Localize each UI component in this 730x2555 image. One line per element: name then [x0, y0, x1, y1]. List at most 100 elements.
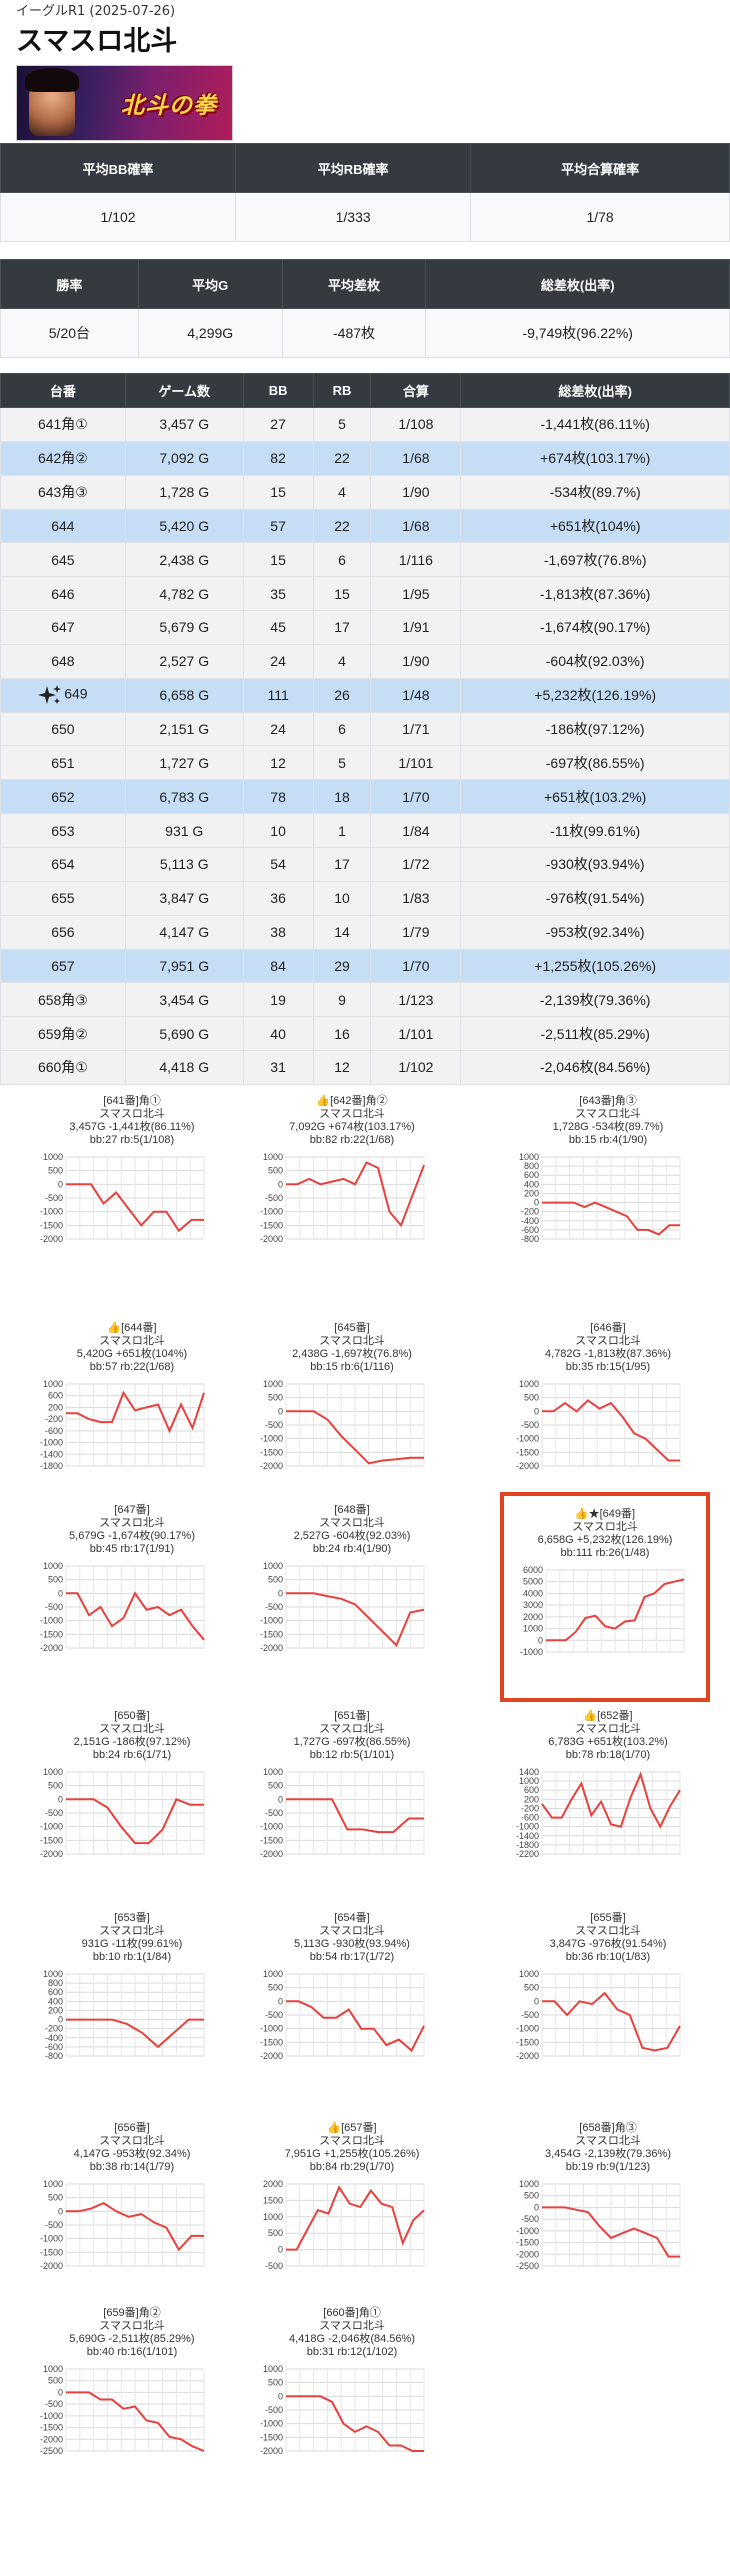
table-row[interactable]: 641角① 3,457 G 27 5 1/108 -1,441枚(86.11%) — [0, 407, 730, 442]
y-tick-label: 600 — [524, 1170, 539, 1180]
diff-cell: -2,046枚(84.56%) — [460, 1050, 730, 1085]
machine-chart-card[interactable]: [643番]角③ スマスロ北斗 1,728G -534枚(89.7%) bb:15 r… — [508, 1093, 708, 1343]
chart-summary: 1,727G -697枚(86.55%) — [293, 1736, 411, 1748]
diff-text: -2,046枚(84.56%) — [539, 1059, 651, 1076]
rb-cell: 4 — [312, 643, 372, 679]
machine-chart-card[interactable]: 👍[642番]角② スマスロ北斗 7,092G +674枚(103.17%) bb:8… — [252, 1093, 452, 1343]
chart-machine-label: [658番]角③ — [579, 2122, 637, 2134]
table-row[interactable]: 649 6,658 G 111 26 1/48 +5,232枚(126.19%) — [0, 677, 730, 713]
table-row[interactable]: 652 6,783 G 78 18 1/70 +651枚(103.2%) — [0, 779, 730, 815]
rb-text: 6 — [338, 551, 346, 568]
diff-line-chart: 1000 500 0 -500 -1000 -1500 -2000 — [260, 1562, 425, 1652]
machine-no-text: 657 — [51, 957, 75, 974]
machine-chart-card[interactable]: [659番]角② スマスロ北斗 5,690G -2,511枚(85.29%) bb:4… — [32, 2305, 232, 2555]
chart-caption: 👍[657番] スマスロ北斗 7,951G +1,255枚(105.26%) bb:8… — [252, 2122, 452, 2174]
y-tick-label: -1000 — [260, 1616, 283, 1626]
table-row[interactable]: 659角② 5,690 G 40 16 1/101 -2,511枚(85.29%) — [0, 1016, 730, 1052]
sparkle-icon — [38, 685, 62, 705]
diff-text: -2,511枚(85.29%) — [540, 1025, 650, 1042]
table-row[interactable]: 657 7,951 G 84 29 1/70 +1,255枚(105.26%) — [0, 948, 730, 984]
diff-cell: -604枚(92.03%) — [460, 643, 730, 679]
chart-summary: 3,454G -2,139枚(79.36%) — [545, 2148, 671, 2160]
table-row[interactable]: 658角③ 3,454 G 19 9 1/123 -2,139枚(79.36%) — [0, 982, 730, 1018]
y-tick-label: 3000 — [523, 1600, 543, 1610]
machine-chart-card[interactable]: [653番] スマスロ北斗 931G -11枚(99.61%) bb:10 rb:1(… — [32, 1910, 232, 2160]
total-diff-value: -9,749枚(96.22%) — [425, 308, 730, 358]
table-row[interactable]: 643角③ 1,728 G 15 4 1/90 -534枚(89.7%) — [0, 474, 730, 510]
machine-chart-card[interactable]: [660番]角① スマスロ北斗 4,418G -2,046枚(84.56%) bb:3… — [252, 2305, 452, 2555]
chart-model-name: スマスロ北斗 — [319, 2135, 385, 2147]
diff-series-line — [542, 1201, 680, 1236]
table-row[interactable]: 651 1,727 G 12 5 1/101 -697枚(86.55%) — [0, 745, 730, 781]
chart-summary: 1,728G -534枚(89.7%) — [552, 1121, 664, 1133]
rb-cell: 14 — [312, 914, 372, 950]
y-tick-label: -1800 — [516, 1840, 539, 1850]
diff-cell: -2,511枚(85.29%) — [460, 1016, 730, 1052]
table-row[interactable]: 647 5,679 G 45 17 1/91 -1,674枚(90.17%) — [0, 610, 730, 645]
y-tick-label: -500 — [521, 2010, 539, 2020]
machine-no-text: 642角② — [37, 450, 88, 467]
y-tick-label: 1000 — [43, 1970, 63, 1979]
y-tick-label: -500 — [265, 2261, 283, 2270]
machine-chart-card[interactable]: [654番] スマスロ北斗 5,113G -930枚(93.94%) bb:54 rb… — [252, 1910, 452, 2160]
bb-cell: 38 — [242, 914, 314, 950]
y-tick-label: 0 — [58, 2387, 63, 2397]
table-row[interactable]: 646 4,782 G 35 15 1/95 -1,813枚(87.36%) — [0, 576, 730, 612]
machine-chart-card[interactable]: [655番] スマスロ北斗 3,847G -976枚(91.54%) bb:36 rb… — [508, 1910, 708, 2160]
bb-cell: 36 — [242, 880, 314, 916]
y-tick-label: 500 — [268, 1393, 283, 1403]
table-row[interactable]: 655 3,847 G 36 10 1/83 -976枚(91.54%) — [0, 880, 730, 916]
machine-chart-card[interactable]: [658番]角③ スマスロ北斗 3,454G -2,139枚(79.36%) bb:1… — [508, 2120, 708, 2370]
diff-series-line — [286, 1798, 424, 1834]
diff-series-line — [66, 2018, 204, 2049]
combined-cell: 1/68 — [370, 440, 462, 476]
table-row[interactable]: 644 5,420 G 57 22 1/68 +651枚(104%) — [0, 508, 730, 544]
table-row[interactable]: 642角② 7,092 G 82 22 1/68 +674枚(103.17%) — [0, 440, 730, 476]
games-cell: 931 G — [124, 813, 244, 848]
diff-cell: -2,139枚(79.36%) — [460, 982, 730, 1018]
diff-cell: -697枚(86.55%) — [460, 745, 730, 781]
combined-text: 1/48 — [402, 687, 430, 704]
machine-no-cell: 650 — [0, 711, 126, 747]
y-tick-label: 0 — [538, 1635, 543, 1645]
combined-text: 1/101 — [398, 1025, 434, 1042]
y-tick-label: -500 — [521, 1420, 539, 1430]
table-row[interactable]: 654 5,113 G 54 17 1/72 -930枚(93.94%) — [0, 846, 730, 882]
chart-machine-label: [642番]角② — [330, 1095, 388, 1107]
y-tick-label: 0 — [278, 1794, 283, 1804]
chart-caption: [659番]角② スマスロ北斗 5,690G -2,511枚(85.29%) bb:4… — [32, 2307, 232, 2359]
y-tick-label: -1500 — [260, 1629, 283, 1639]
table-row[interactable]: 660角① 4,418 G 31 12 1/102 -2,046枚(84.56%) — [0, 1050, 730, 1085]
y-tick-label: 0 — [534, 2202, 539, 2212]
summary-stats-table: 勝率 平均G 平均差枚 総差枚(出率) 5/20台 4,299G -487枚 -… — [0, 259, 730, 358]
table-row[interactable]: 656 4,147 G 38 14 1/79 -953枚(92.34%) — [0, 914, 730, 950]
header-avg-diff: 平均差枚 — [281, 259, 427, 309]
games-text: 3,847 G — [159, 890, 210, 907]
games-cell: 5,679 G — [124, 610, 244, 645]
machine-no-cell: 646 — [0, 576, 126, 612]
chart-bb-rb: bb:12 rb:5(1/101) — [309, 1749, 395, 1761]
chart-summary: 5,113G -930枚(93.94%) — [294, 1938, 410, 1950]
y-tick-label: -600 — [521, 1225, 539, 1235]
machine-chart-card[interactable]: 👍★[649番] スマスロ北斗 6,658G +5,232枚(126.19%) bb:… — [500, 1492, 710, 1702]
chart-model-name: スマスロ北斗 — [319, 2320, 385, 2332]
y-tick-label: 800 — [48, 1978, 63, 1988]
chart-model-name: スマスロ北斗 — [575, 2135, 641, 2147]
games-text: 1,728 G — [159, 484, 210, 501]
chart-machine-label: [641番]角① — [103, 1095, 161, 1107]
games-cell: 2,527 G — [124, 643, 244, 679]
y-tick-label: 500 — [268, 2378, 283, 2388]
table-row[interactable]: 645 2,438 G 15 6 1/116 -1,697枚(76.8%) — [0, 542, 730, 578]
table-row[interactable]: 650 2,151 G 24 6 1/71 -186枚(97.12%) — [0, 711, 730, 747]
y-tick-label: -1500 — [260, 1835, 283, 1845]
y-tick-label: -500 — [45, 1808, 63, 1818]
table-row[interactable]: 648 2,527 G 24 4 1/90 -604枚(92.03%) — [0, 643, 730, 679]
machine-chart-card[interactable]: [641番]角① スマスロ北斗 3,457G -1,441枚(86.11%) bb:2… — [32, 1093, 232, 1343]
header-rb: RB — [312, 373, 372, 408]
y-tick-label: -2000 — [40, 1643, 63, 1652]
table-row[interactable]: 653 931 G 10 1 1/84 -11枚(99.61%) — [0, 813, 730, 848]
y-tick-label: 500 — [524, 1983, 539, 1993]
bb-cell: 27 — [242, 407, 314, 442]
chart-summary: 4,418G -2,046枚(84.56%) — [289, 2333, 415, 2345]
